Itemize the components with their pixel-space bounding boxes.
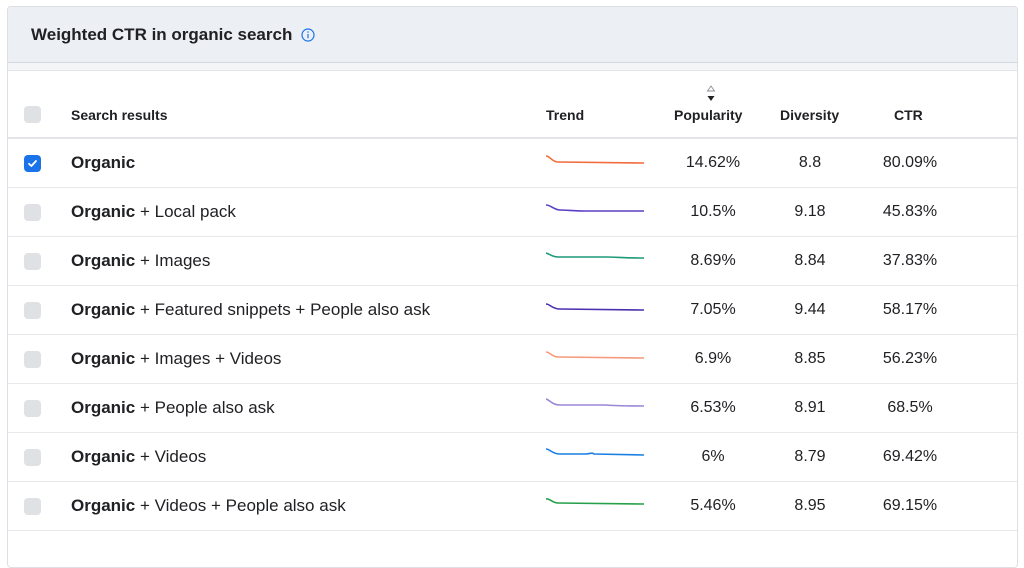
popularity-value: 6%: [701, 448, 725, 465]
table-row[interactable]: Organic + Local pack 10.5% 9.18 45.83%: [8, 188, 1017, 237]
header-search-results[interactable]: Search results: [71, 107, 168, 123]
row-label-bold: Organic: [71, 251, 136, 270]
row-label: Organic + Videos + People also ask: [71, 496, 346, 516]
row-label-bold: Organic: [71, 153, 136, 172]
table-row[interactable]: Organic + People also ask 6.53% 8.91 68.…: [8, 384, 1017, 433]
header-ctr[interactable]: CTR: [894, 107, 923, 123]
header-diversity[interactable]: Diversity: [780, 107, 840, 123]
row-checkbox[interactable]: [24, 449, 41, 466]
diversity-value: 8.8: [798, 154, 822, 171]
row-label-rest: + Local pack: [135, 202, 236, 221]
row-label-rest: + People also ask: [135, 398, 275, 417]
row-label-bold: Organic: [71, 447, 136, 466]
row-label-rest: + Featured snippets + People also ask: [135, 300, 431, 319]
row-checkbox[interactable]: [24, 302, 41, 319]
row-label: Organic + Featured snippets + People als…: [71, 300, 430, 320]
row-checkbox[interactable]: [24, 400, 41, 417]
ctr-value: 68.5%: [887, 399, 933, 416]
diversity-value: 9.18: [794, 203, 826, 220]
popularity-value: 14.62%: [685, 154, 741, 171]
row-label-bold: Organic: [71, 300, 136, 319]
table-row[interactable]: Organic 14.62% 8.8 80.09%: [8, 139, 1017, 188]
ctr-value: 58.17%: [882, 301, 938, 318]
popularity-value: 6.53%: [690, 399, 736, 416]
row-label: Organic + Local pack: [71, 202, 236, 222]
table-row[interactable]: Organic + Featured snippets + People als…: [8, 286, 1017, 335]
row-label: Organic + Images + Videos: [71, 349, 281, 369]
row-checkbox[interactable]: [24, 253, 41, 270]
info-circle-icon[interactable]: [301, 27, 315, 42]
sort-descending-icon[interactable]: [706, 85, 716, 103]
trend-sparkline: [546, 498, 644, 505]
select-all-checkbox[interactable]: [24, 106, 41, 123]
ctr-value: 69.42%: [882, 448, 938, 465]
row-checkbox[interactable]: [24, 155, 41, 172]
popularity-value: 10.5%: [690, 203, 736, 220]
ctr-value: 45.83%: [882, 203, 938, 220]
row-label: Organic: [71, 153, 135, 173]
diversity-value: 8.84: [794, 252, 826, 269]
ctr-card: Weighted CTR in organic search Search re…: [7, 6, 1018, 568]
row-label-bold: Organic: [71, 202, 136, 221]
row-checkbox[interactable]: [24, 204, 41, 221]
trend-sparkline: [546, 448, 644, 456]
table-header-row: Search results Trend Popularity Diversit…: [8, 71, 1017, 139]
header-divider: [8, 63, 1017, 71]
row-checkbox[interactable]: [24, 351, 41, 368]
row-label-rest: + Videos: [135, 447, 207, 466]
row-label-rest: + Images + Videos: [135, 349, 282, 368]
table-row[interactable]: Organic + Images + Videos 6.9% 8.85 56.2…: [8, 335, 1017, 384]
row-label-bold: Organic: [71, 496, 136, 515]
header-trend: Trend: [546, 107, 585, 123]
popularity-value: 7.05%: [690, 301, 736, 318]
diversity-value: 8.91: [794, 399, 826, 416]
row-label: Organic + People also ask: [71, 398, 275, 418]
checkmark-icon: [28, 160, 37, 167]
diversity-value: 9.44: [794, 301, 826, 318]
table-row[interactable]: Organic + Videos + People also ask 5.46%…: [8, 482, 1017, 531]
ctr-value: 56.23%: [882, 350, 938, 367]
row-label: Organic + Images: [71, 251, 210, 271]
row-label-bold: Organic: [71, 349, 136, 368]
table-row[interactable]: Organic + Images 8.69% 8.84 37.83%: [8, 237, 1017, 286]
row-label-rest: + Images: [135, 251, 211, 270]
row-label: Organic + Videos: [71, 447, 206, 467]
card-header: Weighted CTR in organic search: [8, 7, 1017, 63]
popularity-value: 6.9%: [694, 350, 732, 367]
row-label-bold: Organic: [71, 398, 136, 417]
diversity-value: 8.85: [794, 350, 826, 367]
row-label-rest: + Videos + People also ask: [135, 496, 346, 515]
trend-sparkline: [546, 398, 644, 407]
trend-sparkline: [546, 155, 644, 164]
card-title: Weighted CTR in organic search: [31, 24, 293, 44]
popularity-value: 8.69%: [690, 252, 736, 269]
trend-sparkline: [546, 351, 644, 359]
diversity-value: 8.79: [794, 448, 826, 465]
trend-sparkline: [546, 303, 644, 311]
ctr-value: 69.15%: [882, 497, 938, 514]
results-table: Search results Trend Popularity Diversit…: [8, 71, 1017, 531]
row-checkbox[interactable]: [24, 498, 41, 515]
table-row[interactable]: Organic + Videos 6% 8.79 69.42%: [8, 433, 1017, 482]
ctr-value: 37.83%: [882, 252, 938, 269]
trend-sparkline: [546, 252, 644, 259]
diversity-value: 8.95: [794, 497, 826, 514]
header-popularity[interactable]: Popularity: [674, 107, 743, 123]
ctr-value: 80.09%: [882, 154, 938, 171]
trend-sparkline: [546, 204, 644, 212]
popularity-value: 5.46%: [690, 497, 736, 514]
